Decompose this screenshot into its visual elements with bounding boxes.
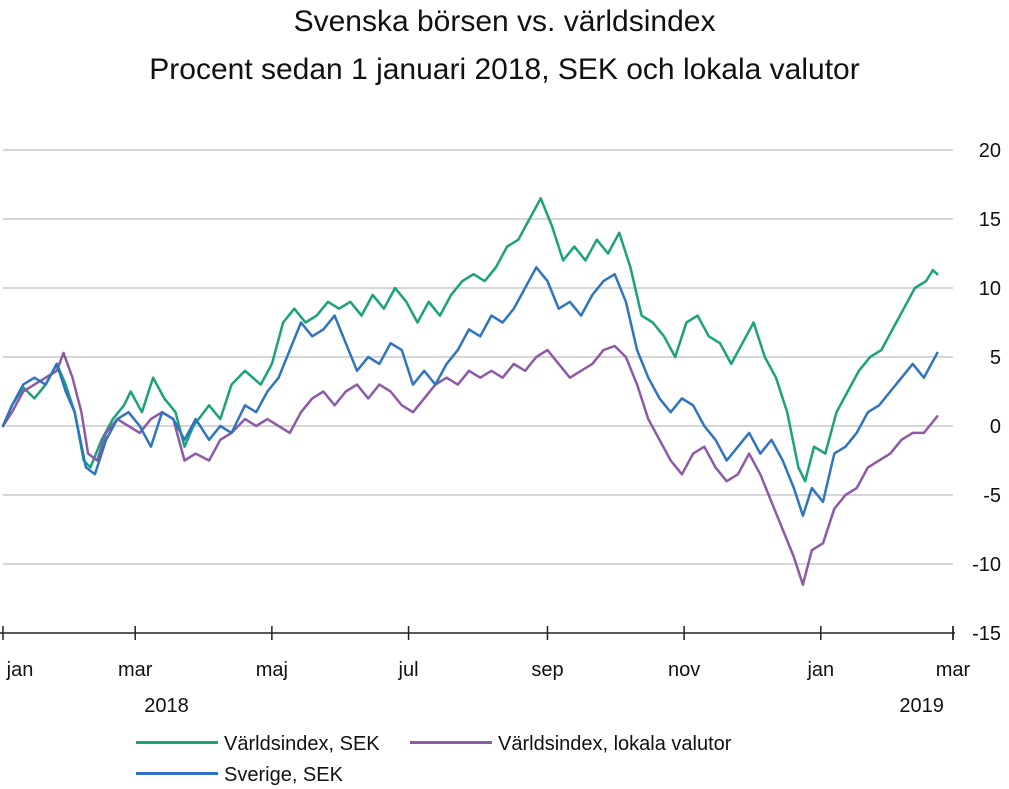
y-tick-label: -15 bbox=[972, 623, 1001, 645]
legend-swatch bbox=[136, 741, 218, 745]
series-line-2 bbox=[1, 266, 939, 517]
y-tick-label: 5 bbox=[990, 347, 1001, 369]
x-tick-label: nov bbox=[668, 659, 700, 681]
legend-item-varldsindex-sek: Världsindex, SEK bbox=[136, 732, 380, 756]
x-tick-label: sep bbox=[531, 659, 563, 681]
x-tick-label: jan bbox=[6, 659, 34, 681]
x-tick-label: jan bbox=[806, 659, 834, 681]
y-tick-label: -10 bbox=[972, 554, 1001, 576]
x-tick-label: maj bbox=[256, 659, 288, 681]
legend-swatch bbox=[136, 772, 218, 776]
legend-item-varldsindex-lokala: Världsindex, lokala valutor bbox=[410, 732, 731, 756]
legend-label: Sverige, SEK bbox=[224, 764, 343, 786]
gridlines bbox=[3, 149, 953, 565]
y-axis-tick-labels: 20 15 10 5 0 -5 -10 -15 bbox=[972, 140, 1001, 645]
x-tick-label: mar bbox=[118, 659, 153, 681]
legend-label: Världsindex, lokala valutor bbox=[498, 733, 732, 755]
series-line-0 bbox=[1, 197, 939, 483]
x-tick-label: jul bbox=[398, 659, 419, 681]
legend-label: Världsindex, SEK bbox=[224, 733, 380, 755]
y-tick-label: 20 bbox=[979, 140, 1001, 162]
series-lines bbox=[1, 197, 939, 586]
chart-subtitle: Procent sedan 1 januari 2018, SEK och lo… bbox=[149, 53, 860, 86]
chart-title: Svenska börsen vs. världsindex bbox=[293, 5, 716, 38]
x-axis: jan mar maj jul sep nov jan mar 2018 2019 bbox=[0, 626, 971, 717]
y-tick-label: 0 bbox=[990, 416, 1001, 438]
x-year-label: 2019 bbox=[899, 695, 944, 717]
legend-swatch bbox=[410, 741, 492, 745]
x-tick-label: mar bbox=[936, 659, 971, 681]
y-tick-label: 15 bbox=[979, 209, 1001, 231]
y-tick-label: -5 bbox=[983, 485, 1001, 507]
legend-item-sverige-sek: Sverige, SEK bbox=[136, 763, 343, 787]
x-year-label: 2018 bbox=[144, 695, 189, 717]
y-tick-label: 10 bbox=[979, 278, 1001, 300]
